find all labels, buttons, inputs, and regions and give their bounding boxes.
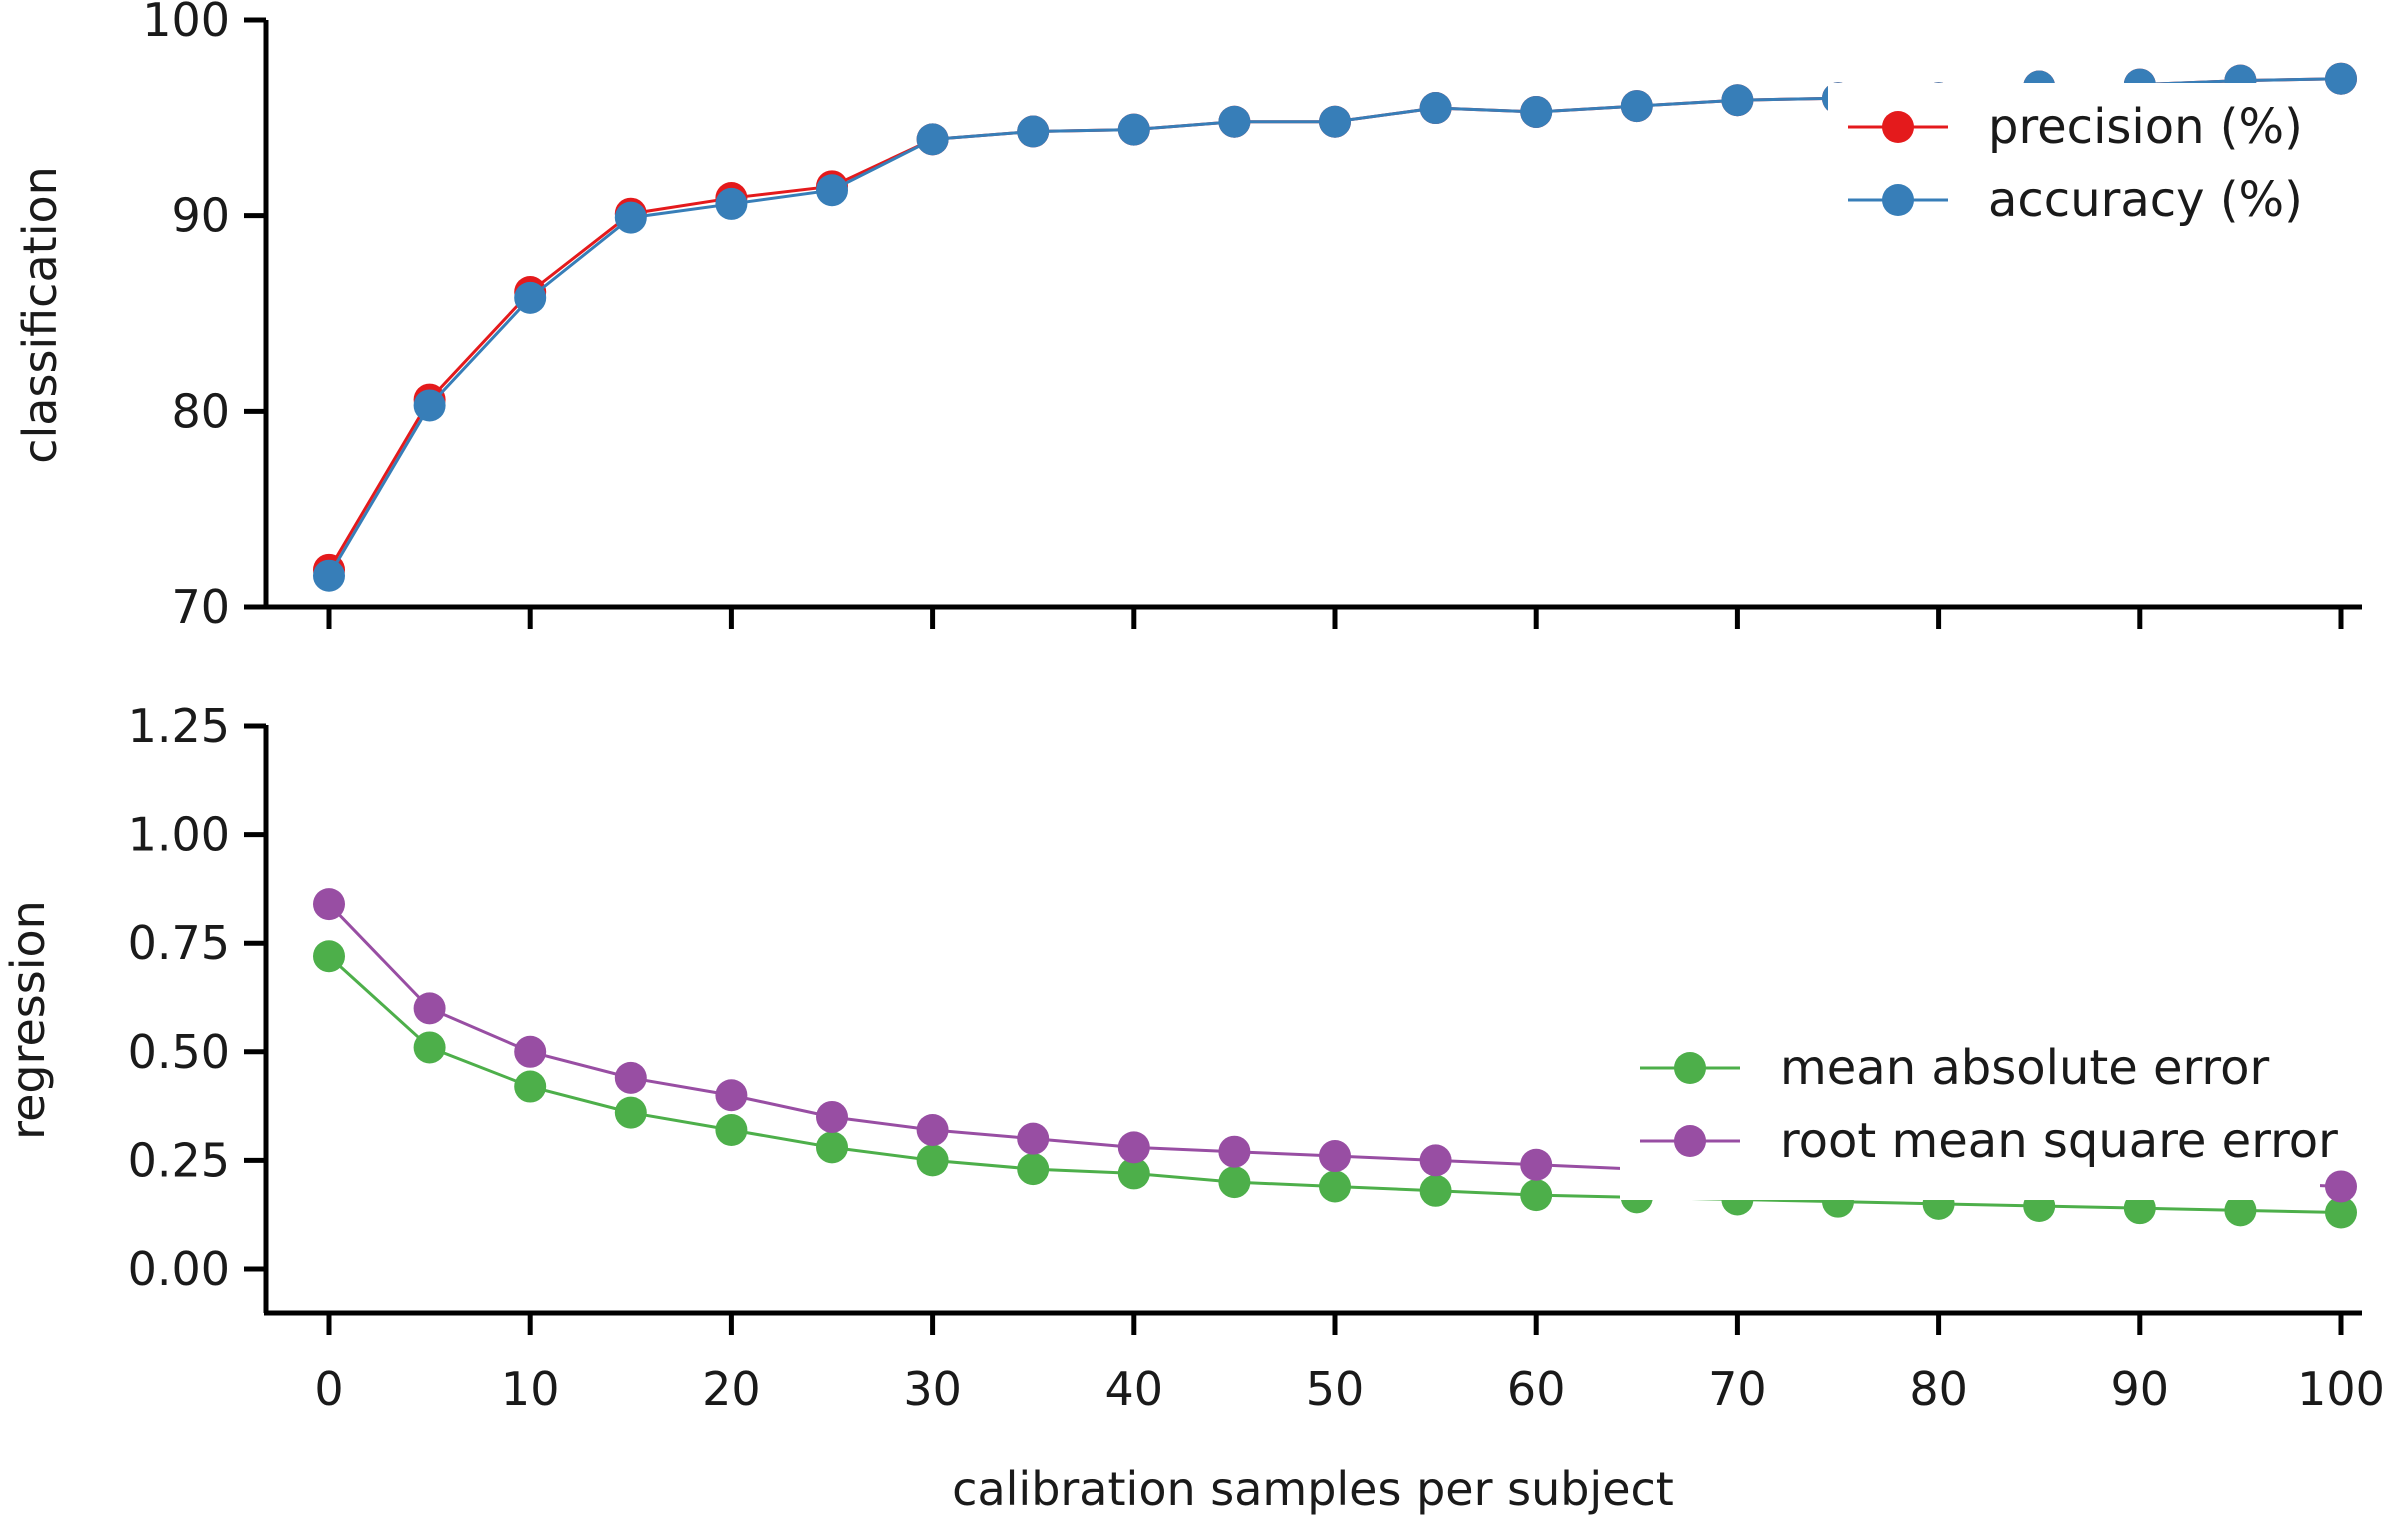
- regression-panel: 0.00 0.25 0.50 0.75 1.00 1.25 0 10 20 30 40 50 60 70 8…: [1, 699, 2385, 1516]
- classification-panel: 70 80 90 100 classification precision (%) accu…: [13, 0, 2362, 634]
- x-tick-label: 40: [1105, 1362, 1164, 1416]
- legend-marker: [1674, 1052, 1706, 1084]
- data-point: [816, 1131, 848, 1164]
- y-tick-label: 0.75: [128, 916, 230, 970]
- y-tick-label: 0.25: [128, 1133, 230, 1187]
- legend: mean absolute error root mean square erro…: [1620, 1024, 2338, 1200]
- data-point: [1117, 1157, 1150, 1190]
- data-point: [916, 123, 949, 156]
- data-point: [1520, 1148, 1553, 1181]
- x-tick-label: 90: [2111, 1362, 2170, 1416]
- data-point: [1620, 90, 1653, 123]
- legend-background: [1620, 1024, 2320, 1200]
- data-point: [413, 992, 446, 1025]
- data-point: [614, 1096, 647, 1129]
- data-point: [614, 201, 647, 234]
- data-point: [1017, 115, 1050, 148]
- data-point: [1319, 1140, 1351, 1173]
- x-tick-label: 50: [1306, 1362, 1365, 1416]
- data-point: [1721, 84, 1754, 117]
- legend-marker: [1882, 111, 1914, 143]
- data-point: [413, 389, 446, 422]
- data-point: [1419, 1174, 1452, 1207]
- data-point: [715, 1079, 748, 1112]
- y-tick-label: 1.25: [128, 699, 230, 753]
- x-tick-label: 80: [1909, 1362, 1968, 1416]
- legend-background: [1828, 83, 2308, 259]
- data-point: [1117, 113, 1150, 146]
- data-point: [514, 1035, 547, 1068]
- data-point: [1419, 1144, 1452, 1177]
- data-point: [1319, 105, 1351, 138]
- data-point: [313, 559, 345, 592]
- data-point: [1017, 1153, 1050, 1186]
- legend-item: precision (%): [1848, 99, 2303, 155]
- data-point: [2224, 1194, 2257, 1227]
- data-point: [1218, 1135, 1251, 1168]
- data-point: [2325, 62, 2357, 95]
- data-point: [715, 187, 748, 220]
- data-point: [413, 1031, 446, 1064]
- x-tick-label: 100: [2297, 1362, 2385, 1416]
- data-point: [816, 174, 848, 207]
- data-point: [715, 1113, 748, 1146]
- data-point: [514, 281, 547, 314]
- data-point: [916, 1144, 949, 1177]
- legend-label: root mean square error: [1780, 1113, 2338, 1169]
- data-point: [1117, 1131, 1150, 1164]
- y-tick-label: 0.50: [128, 1025, 230, 1079]
- legend-item: mean absolute error: [1640, 1040, 2269, 1096]
- data-point: [313, 888, 345, 921]
- data-point: [1419, 92, 1452, 125]
- y-tick-label: 100: [142, 0, 230, 47]
- data-point: [1218, 105, 1251, 138]
- legend-item: root mean square error: [1640, 1113, 2338, 1169]
- x-tick-label: 70: [1708, 1362, 1767, 1416]
- legend-label: mean absolute error: [1780, 1040, 2269, 1096]
- data-point: [2325, 1170, 2357, 1203]
- data-point: [816, 1100, 848, 1133]
- x-tick-label: 0: [314, 1362, 343, 1416]
- y-axis-label: classification: [13, 166, 67, 464]
- x-tick-label: 30: [903, 1362, 962, 1416]
- legend: precision (%) accuracy (%): [1828, 83, 2308, 259]
- data-point: [313, 940, 345, 973]
- data-point: [1319, 1170, 1351, 1203]
- y-tick-label: 1.00: [128, 808, 230, 862]
- data-point: [2123, 1192, 2156, 1225]
- legend-label: precision (%): [1988, 99, 2303, 155]
- data-point: [1017, 1122, 1050, 1155]
- y-tick-label: 0.00: [128, 1242, 230, 1296]
- x-axis-label: calibration samples per subject: [952, 1462, 1674, 1516]
- y-axis-label: regression: [1, 900, 55, 1140]
- x-tick-label: 20: [702, 1362, 761, 1416]
- series-mean-absolute-error: [313, 940, 2357, 1229]
- y-tick-label: 70: [171, 580, 230, 634]
- x-tick-label: 10: [501, 1362, 560, 1416]
- y-tick-label: 80: [171, 384, 230, 438]
- data-point: [614, 1061, 647, 1094]
- data-point: [514, 1070, 547, 1103]
- x-tick-label: 60: [1507, 1362, 1566, 1416]
- data-point: [1520, 1179, 1553, 1212]
- legend-marker: [1674, 1125, 1706, 1157]
- legend-marker: [1882, 184, 1914, 216]
- data-point: [1520, 95, 1553, 128]
- data-point: [2325, 1196, 2357, 1229]
- legend-item: accuracy (%): [1848, 172, 2303, 228]
- data-point: [1218, 1166, 1251, 1199]
- data-point: [916, 1113, 949, 1146]
- y-tick-label: 90: [171, 189, 230, 243]
- legend-label: accuracy (%): [1988, 172, 2303, 228]
